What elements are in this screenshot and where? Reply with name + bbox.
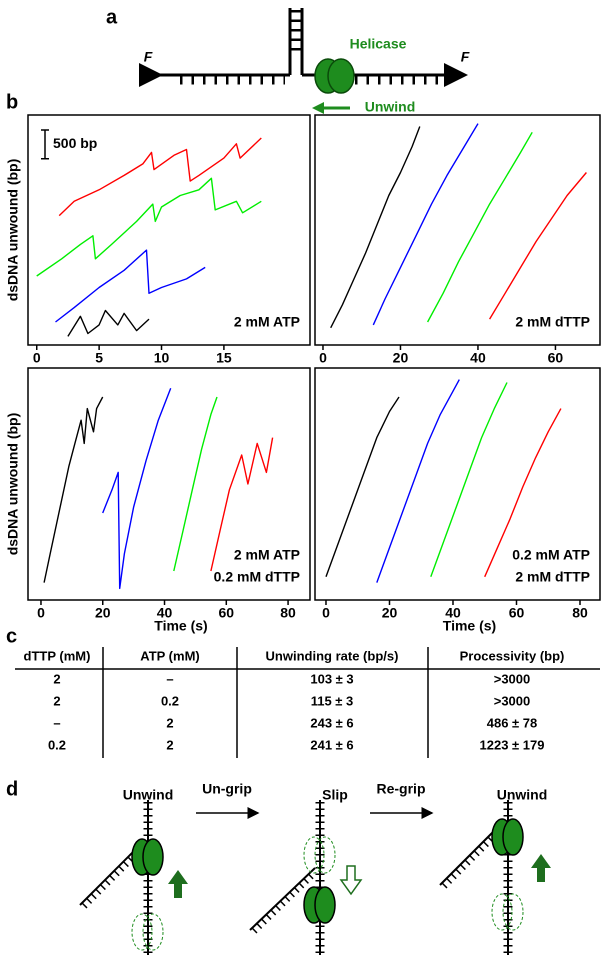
state-label: Slip [322, 787, 348, 803]
table-cell: 0.2 [161, 693, 179, 708]
table-header: ATP (mM) [140, 648, 199, 663]
diagram-a [139, 8, 468, 114]
x-tick-label: 60 [548, 350, 564, 366]
table-cell: – [53, 715, 60, 730]
diagram-d [79, 800, 551, 955]
x-tick-label: 40 [445, 605, 461, 621]
trace [102, 388, 172, 590]
table-cell: 1223 ± 179 [480, 737, 545, 752]
table-header: dTTP (mM) [24, 648, 91, 663]
annotation: 2 mM ATP [234, 547, 300, 563]
force-label: F [461, 49, 470, 65]
annotation: 0.2 mM dTTP [214, 569, 300, 585]
trace [426, 131, 533, 323]
table-cell: 0.2 [48, 737, 66, 752]
x-tick-label: 60 [509, 605, 525, 621]
trace [210, 437, 274, 572]
table-header: Unwinding rate (bp/s) [266, 648, 399, 663]
x-tick-label: 40 [470, 350, 486, 366]
table: dTTP (mM) ATP (mM) Unwinding rate (bp/s) Pr… [24, 648, 565, 752]
trace [484, 408, 562, 578]
annotation: 2 mM dTTP [515, 569, 590, 585]
table-cell: 2 [166, 715, 173, 730]
panel-label: c [6, 625, 17, 647]
plot-frame [314, 114, 601, 346]
table-cell: 115 ± 3 [311, 693, 354, 708]
trace [58, 137, 262, 217]
panel-label: a [106, 6, 118, 28]
x-tick-label: 20 [95, 605, 111, 621]
x-tick-label: 20 [393, 350, 409, 366]
table-cell: 241 ± 6 [310, 737, 353, 752]
transition-label: Re-grip [377, 781, 426, 797]
helicase-label: Helicase [350, 36, 407, 52]
table-header: Processivity (bp) [460, 648, 565, 663]
x-tick-label: 60 [219, 605, 235, 621]
scale-bar-label: 500 bp [53, 135, 97, 151]
state-label: Unwind [497, 787, 548, 803]
table-cell: 2 [53, 693, 60, 708]
table-cell: 2 [53, 671, 60, 686]
trace [36, 177, 262, 277]
table-cell: 2 [166, 737, 173, 752]
table-rules [15, 647, 600, 758]
panel-label: b [6, 91, 18, 113]
trace [430, 382, 508, 578]
x-tick-label: 20 [382, 605, 398, 621]
trace [67, 309, 150, 337]
transition-label: Un-grip [202, 781, 252, 797]
y-axis-label: dsDNA unwound (bp) [5, 159, 21, 302]
table-cell: 486 ± 78 [487, 715, 538, 730]
y-axis-label: dsDNA unwound (bp) [5, 413, 21, 556]
x-tick-label: 10 [154, 350, 170, 366]
trace [488, 172, 587, 320]
plot-frame [27, 367, 311, 601]
annotation: 2 mM ATP [234, 314, 300, 330]
x-axis-label: Time (s) [443, 618, 496, 634]
x-tick-label: 80 [280, 605, 296, 621]
plot-frame [27, 114, 311, 346]
table-cell: >3000 [494, 671, 531, 686]
x-tick-label: 5 [95, 350, 103, 366]
x-tick-label: 15 [216, 350, 232, 366]
force-label: F [144, 49, 153, 65]
x-tick-label: 0 [33, 350, 41, 366]
x-tick-label: 40 [157, 605, 173, 621]
x-tick-label: 0 [322, 605, 330, 621]
x-tick-label: 0 [37, 605, 45, 621]
trace [173, 396, 218, 572]
annotation: 0.2 mM ATP [512, 547, 590, 563]
trace [330, 126, 421, 329]
trace [372, 123, 479, 326]
x-tick-label: 80 [572, 605, 588, 621]
trace [376, 379, 460, 583]
x-tick-label: 0 [319, 350, 327, 366]
x-axis-label: Time (s) [154, 618, 207, 634]
trace [325, 396, 400, 578]
panel-label: d [6, 778, 18, 800]
plot-frame [314, 367, 601, 601]
table-cell: – [166, 671, 173, 686]
unwind-label: Unwind [365, 99, 416, 115]
annotation: 2 mM dTTP [515, 314, 590, 330]
state-label: Unwind [123, 787, 174, 803]
trace [43, 396, 104, 583]
table-cell: 103 ± 3 [310, 671, 353, 686]
trace [55, 249, 206, 323]
table-cell: >3000 [494, 693, 531, 708]
table-cell: 243 ± 6 [310, 715, 353, 730]
